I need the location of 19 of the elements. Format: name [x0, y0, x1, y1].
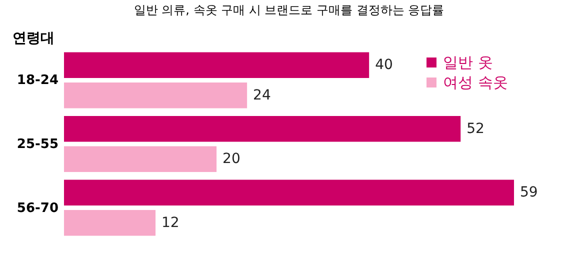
legend-label: 여성 속옷 [443, 74, 508, 92]
bar [64, 82, 248, 108]
data-label: 20 [222, 151, 240, 168]
data-label: 59 [520, 184, 538, 201]
y-tick-label: 25-55 [16, 137, 58, 152]
data-label: 40 [375, 57, 393, 74]
y-axis-title: 연령대 [12, 30, 54, 46]
bar [64, 52, 370, 78]
bar [64, 116, 461, 142]
data-label: 24 [253, 87, 271, 104]
legend-label: 일반 옷 [443, 54, 493, 72]
y-tick-label: 56-70 [16, 200, 58, 216]
chart-title: 일반 의류, 속옷 구매 시 브랜드로 구매를 결정하는 응답률 [134, 3, 444, 17]
data-label: 12 [162, 214, 180, 231]
bar [64, 180, 514, 206]
bar [64, 210, 156, 236]
bar [64, 146, 217, 172]
data-label: 52 [466, 120, 484, 137]
y-tick-label: 18-24 [16, 73, 58, 88]
